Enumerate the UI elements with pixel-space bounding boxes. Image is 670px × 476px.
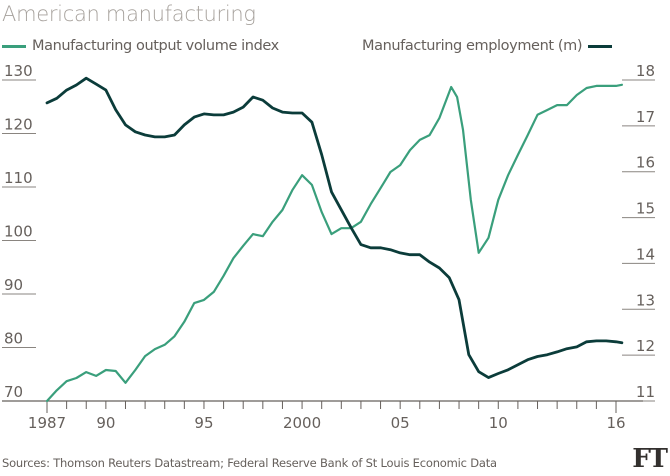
x-tick-label: 2000	[283, 414, 321, 432]
y-right-tick-label: 15	[636, 200, 655, 218]
x-tick-label: 90	[96, 414, 115, 432]
y-right-tick-label: 14	[636, 245, 655, 263]
y-left-tick-label: 130	[4, 62, 33, 80]
series-line-output	[45, 83, 623, 403]
y-right-tick-label: 17	[636, 108, 655, 126]
legend-label-employment: Manufacturing employment (m)	[362, 38, 583, 54]
y-left-tick-label: 120	[4, 116, 33, 134]
source-note: Sources: Thomson Reuters Datastream; Fed…	[2, 456, 497, 470]
y-left-tick-label: 80	[4, 330, 23, 348]
x-tick-label: 05	[391, 414, 410, 432]
y-right-tick-label: 18	[636, 62, 655, 80]
y-left-tick-label: 90	[4, 276, 23, 294]
ft-logo: FT	[632, 444, 668, 474]
legend-output: Manufacturing output volume index	[2, 38, 279, 54]
legend-label-output: Manufacturing output volume index	[32, 38, 279, 54]
y-right-tick-label: 12	[636, 337, 655, 355]
x-tick-label: 16	[606, 414, 625, 432]
legend-swatch-output	[2, 44, 26, 48]
y-right-tick-label: 16	[636, 154, 655, 172]
legend-swatch-employment	[588, 44, 613, 48]
series-line-employment	[45, 76, 624, 379]
y-left-tick-label: 70	[4, 383, 23, 401]
y-left-tick-label: 100	[4, 223, 33, 241]
legend-employment: Manufacturing employment (m)	[362, 38, 613, 54]
x-tick-label: 1987	[28, 414, 66, 432]
y-right-tick-label: 13	[636, 291, 655, 309]
chart-title: American manufacturing	[2, 2, 256, 26]
x-tick-label: 95	[194, 414, 213, 432]
y-right-tick-label: 11	[636, 383, 655, 401]
y-left-tick-label: 110	[4, 169, 33, 187]
x-tick-label: 10	[489, 414, 508, 432]
